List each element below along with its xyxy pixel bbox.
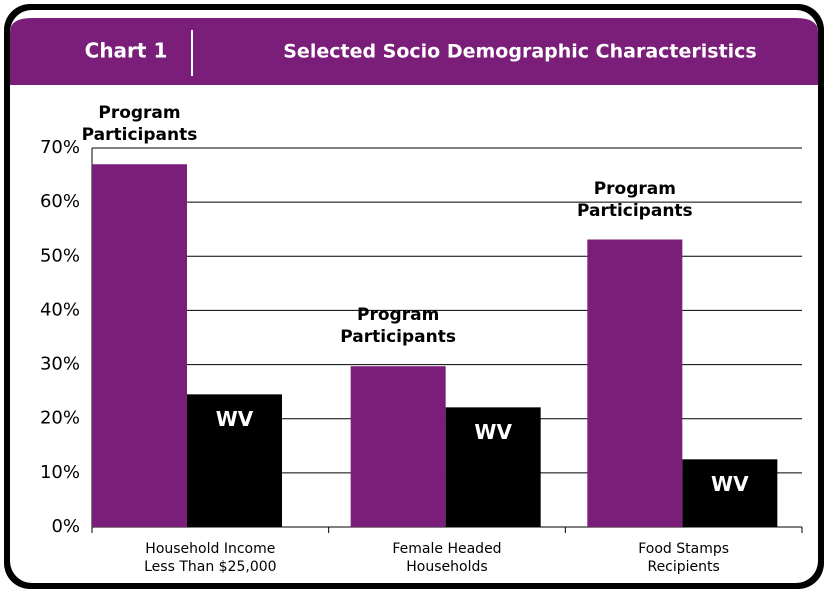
y-tick-label: 70% <box>40 137 80 158</box>
header-band <box>10 18 818 85</box>
bar <box>350 366 446 527</box>
x-tick-label: Female Headed <box>392 541 502 557</box>
bar <box>445 407 541 527</box>
series-label: Program Participants <box>576 178 693 221</box>
x-tick-label: Less Than $25,000 <box>144 559 277 575</box>
header-label: Chart 1 <box>85 39 168 63</box>
y-tick-label: 30% <box>40 354 80 375</box>
x-tick-label: Food Stamps <box>638 541 730 557</box>
bar <box>587 239 683 527</box>
series-label: WV <box>711 472 749 496</box>
y-tick-label: 10% <box>40 462 80 483</box>
series-label: WV <box>216 407 254 431</box>
y-tick-label: 60% <box>40 191 80 212</box>
y-tick-label: 20% <box>40 408 80 429</box>
x-tick-label: Household Income <box>145 541 276 557</box>
series-label: WV <box>474 420 512 444</box>
chart-title: Selected Socio Demographic Characteristi… <box>283 41 757 63</box>
series-label: Program Participants <box>81 103 198 146</box>
x-tick-label: Recipients <box>647 559 720 575</box>
bar <box>187 394 282 527</box>
bar <box>682 459 778 527</box>
x-tick-label: Households <box>406 559 488 575</box>
y-tick-label: 40% <box>40 299 80 320</box>
series-label: Program Participants <box>340 305 457 348</box>
y-tick-label: 0% <box>51 516 80 537</box>
y-tick-label: 50% <box>40 245 80 266</box>
bar <box>92 164 187 527</box>
